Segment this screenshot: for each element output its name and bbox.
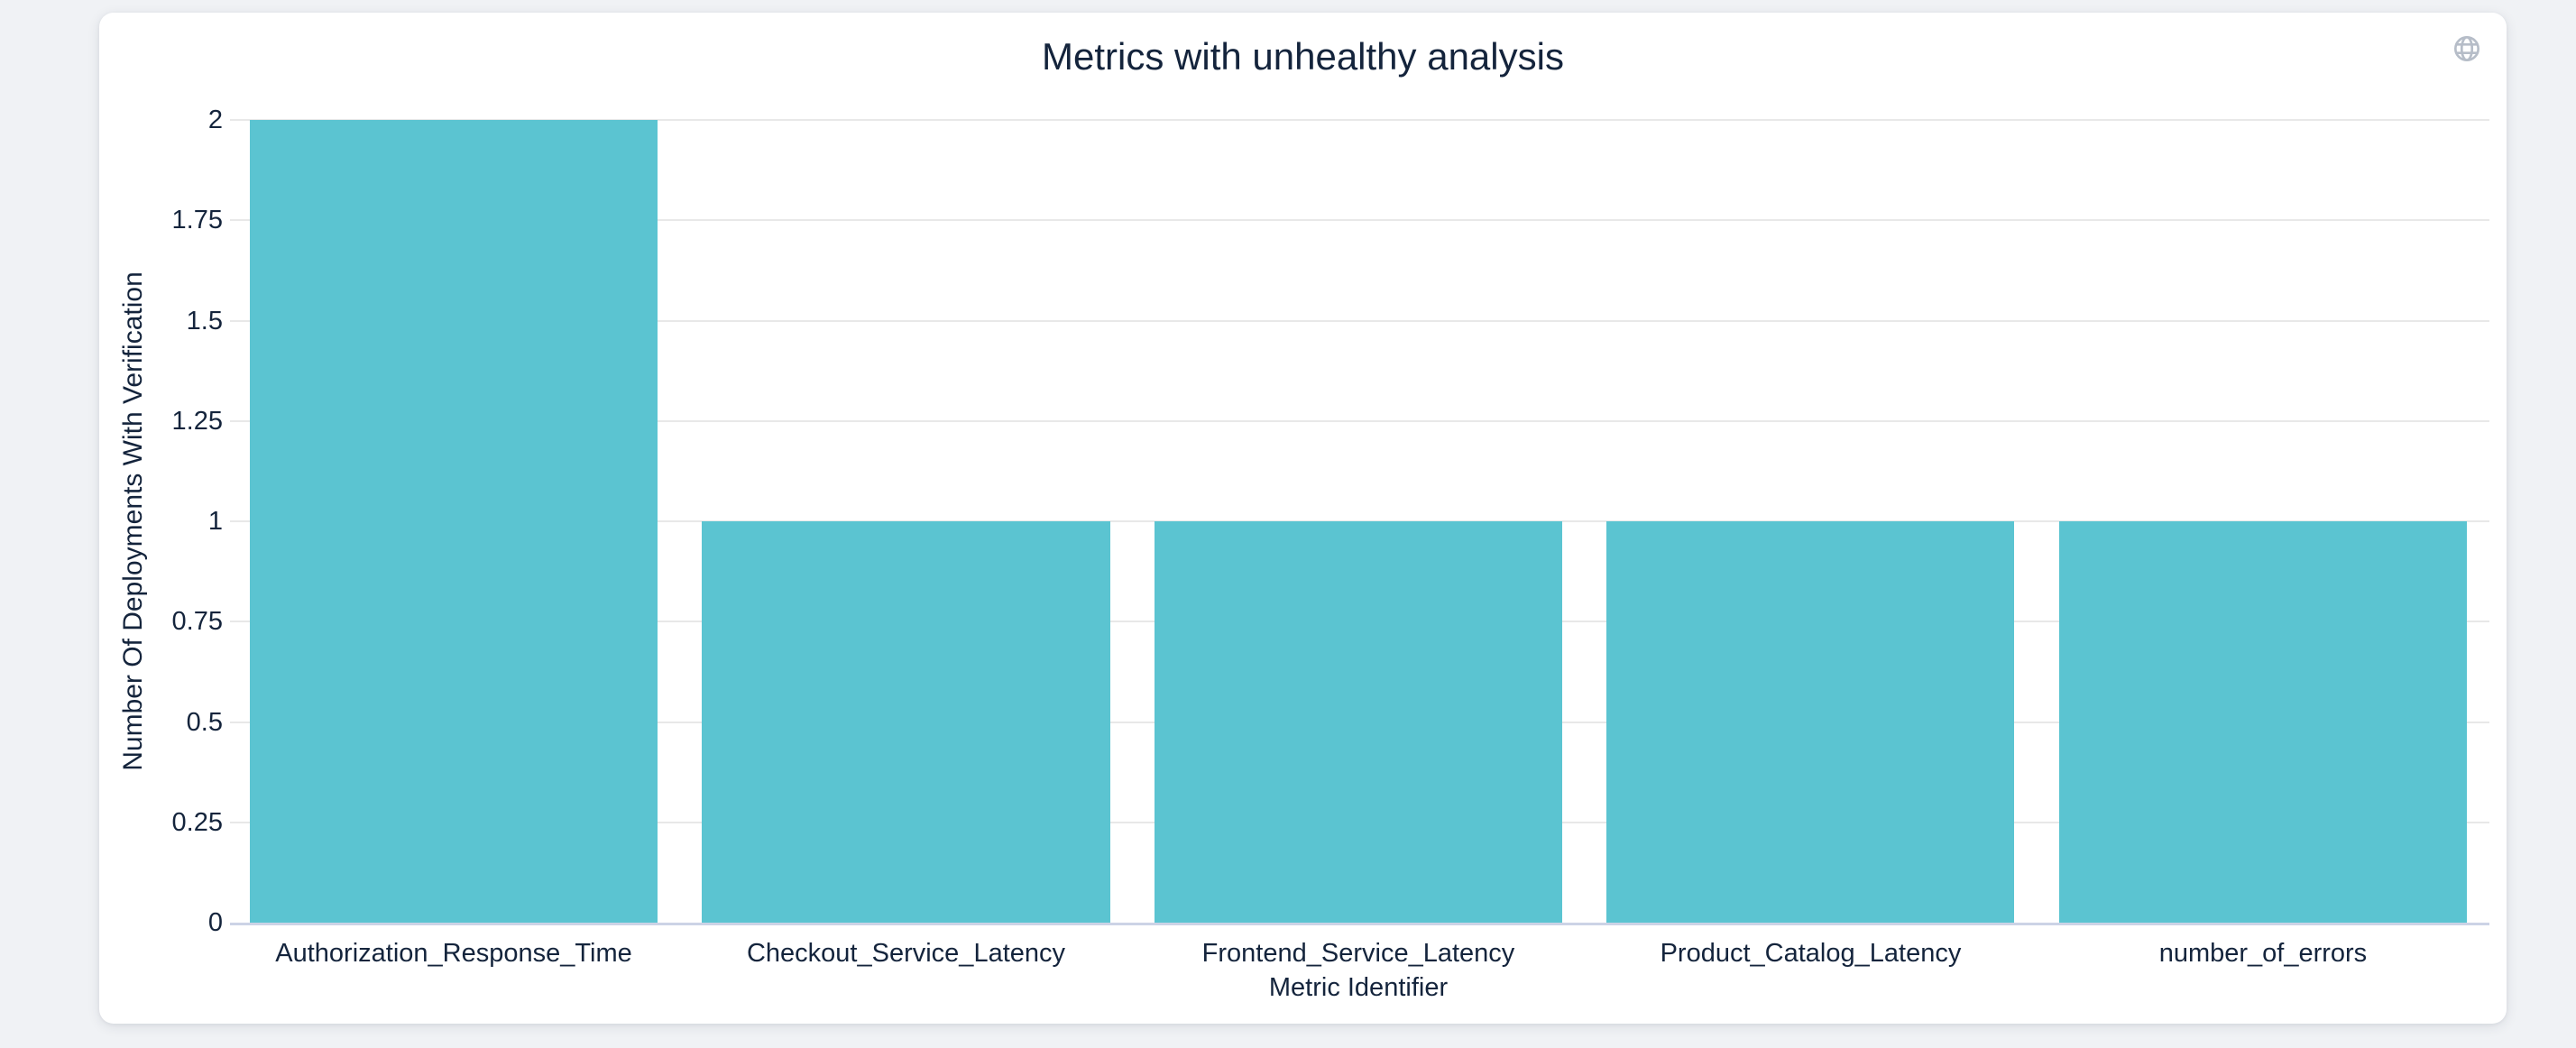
y-tick-label: 0.75 xyxy=(171,607,223,637)
globe-icon[interactable] xyxy=(2452,34,2481,63)
chart-card: Metrics with unhealthy analysis Number O… xyxy=(99,13,2507,1024)
y-tick-label: 0 xyxy=(207,908,223,937)
y-tick-label: 0.5 xyxy=(186,707,223,737)
x-axis-title: Metric Identifier xyxy=(1268,973,1449,1002)
x-tick-label: Product_Catalog_Latency xyxy=(1660,939,1962,968)
x-axis-labels: Authorization_Response_Time Checkout_Serv… xyxy=(250,938,2467,969)
bar-cell xyxy=(702,120,1110,923)
y-axis-title: Number Of Deployments With Verification xyxy=(118,271,148,771)
bar-number_of_errors[interactable] xyxy=(2058,521,2467,923)
y-tick-label: 1.5 xyxy=(186,306,223,336)
y-tick-label: 0.25 xyxy=(171,807,223,837)
x-tick-label: Authorization_Response_Time xyxy=(275,939,632,968)
bar-cell xyxy=(1154,120,1562,923)
bar-cell xyxy=(1606,120,2015,923)
bars-layer xyxy=(250,120,2467,923)
x-axis-line xyxy=(230,923,2489,925)
chart-title: Metrics with unhealthy analysis xyxy=(1042,35,1564,78)
bar-Checkout_Service_Latency[interactable] xyxy=(702,521,1110,923)
bar-cell xyxy=(2058,120,2467,923)
gridline xyxy=(230,419,2489,422)
gridline xyxy=(230,119,2489,121)
plot-area: 0 0.25 0.5 0.75 1 1.25 1.5 1.75 2 Authorization_… xyxy=(172,106,2489,1002)
bar-cell xyxy=(250,120,658,923)
y-tick-label: 1.75 xyxy=(171,206,223,235)
x-tick-label: Checkout_Service_Latency xyxy=(746,939,1066,968)
bar-Authorization_Response_Time[interactable] xyxy=(250,120,658,923)
gridline xyxy=(230,319,2489,322)
y-tick-label: 1 xyxy=(207,507,223,536)
gridline xyxy=(230,219,2489,222)
x-tick-label: number_of_errors xyxy=(2158,939,2368,968)
bar-Product_Catalog_Latency[interactable] xyxy=(1606,521,2015,923)
x-tick-label: Frontend_Service_Latency xyxy=(1201,939,1515,968)
y-tick-label: 2 xyxy=(207,106,223,134)
y-tick-label: 1.25 xyxy=(171,406,223,436)
bar-Frontend_Service_Latency[interactable] xyxy=(1154,521,1562,923)
